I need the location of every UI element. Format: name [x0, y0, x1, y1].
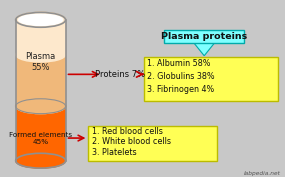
Text: labpedia.net: labpedia.net [244, 171, 281, 176]
Text: Plasma
55%: Plasma 55% [25, 52, 56, 72]
Text: 3. Fibrinogen 4%: 3. Fibrinogen 4% [147, 85, 215, 94]
Text: 2. Globulins 38%: 2. Globulins 38% [147, 72, 215, 81]
Text: 1. Red blood cells: 1. Red blood cells [92, 127, 163, 136]
Polygon shape [194, 43, 214, 56]
Bar [16, 20, 66, 55]
Ellipse shape [16, 153, 66, 168]
Ellipse shape [16, 12, 66, 27]
Ellipse shape [16, 47, 66, 62]
Text: Plasma proteins: Plasma proteins [161, 32, 247, 41]
Text: Formed elements
45%: Formed elements 45% [9, 132, 72, 145]
Ellipse shape [19, 14, 63, 25]
Ellipse shape [16, 99, 66, 114]
Bar [16, 20, 66, 106]
Text: 1. Albumin 58%: 1. Albumin 58% [147, 59, 211, 68]
Ellipse shape [16, 12, 66, 27]
Text: 3. Platelets: 3. Platelets [92, 148, 137, 157]
Bar [16, 106, 66, 161]
Text: 2. White blood cells: 2. White blood cells [92, 138, 171, 146]
Ellipse shape [16, 99, 66, 114]
FancyBboxPatch shape [164, 30, 244, 43]
FancyBboxPatch shape [88, 126, 217, 161]
Ellipse shape [16, 99, 66, 114]
Text: Proteins 7%: Proteins 7% [95, 70, 145, 79]
FancyBboxPatch shape [144, 57, 278, 101]
